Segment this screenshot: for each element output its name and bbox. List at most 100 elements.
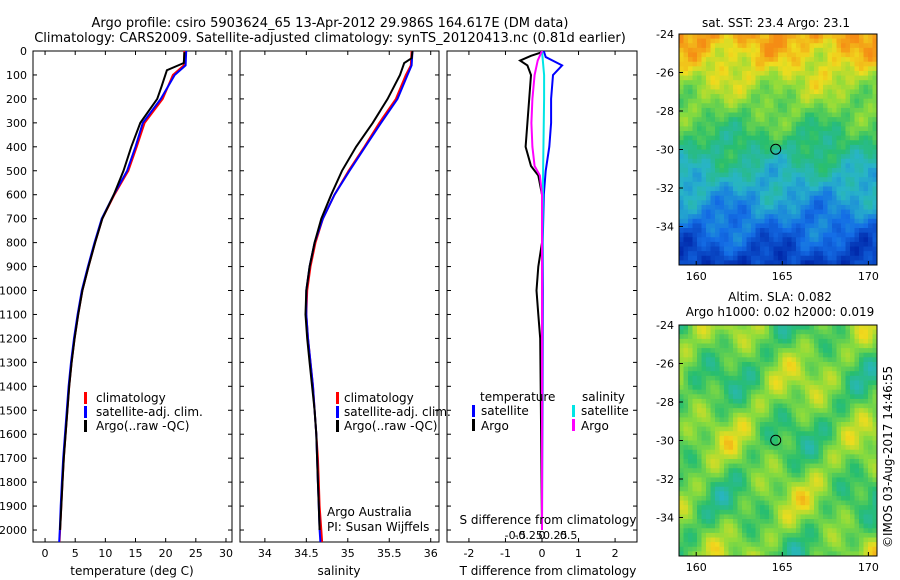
map-cell bbox=[796, 334, 801, 340]
map-cell bbox=[706, 43, 711, 49]
map-cell bbox=[836, 251, 842, 257]
map-cell bbox=[688, 366, 693, 372]
map-cell bbox=[701, 80, 707, 86]
map-cell bbox=[737, 241, 743, 248]
map-cell bbox=[701, 107, 707, 114]
map-cell bbox=[814, 177, 819, 183]
map-cell bbox=[692, 431, 698, 437]
map-cell bbox=[845, 38, 851, 44]
map-cell bbox=[719, 167, 725, 174]
map-cell bbox=[751, 121, 756, 127]
map-cell bbox=[724, 523, 729, 529]
map-cell bbox=[733, 241, 738, 248]
map-cell bbox=[827, 412, 833, 418]
map-cell bbox=[719, 389, 725, 395]
map-cell bbox=[868, 181, 873, 187]
map-cell bbox=[823, 486, 828, 492]
map-cell bbox=[854, 131, 860, 137]
depth-tick-label: 1200 bbox=[0, 332, 27, 345]
map-cell bbox=[818, 98, 824, 104]
map-cell bbox=[764, 523, 770, 529]
map-cell bbox=[706, 394, 711, 400]
map-cell bbox=[863, 343, 869, 349]
map-cell bbox=[679, 477, 684, 483]
map-cell bbox=[760, 107, 765, 114]
map-cell bbox=[760, 98, 765, 104]
map-cell bbox=[845, 371, 851, 377]
series-line-argo bbox=[518, 51, 543, 531]
map-cell bbox=[710, 394, 716, 400]
map-cell bbox=[845, 385, 851, 391]
map-cell bbox=[683, 255, 689, 261]
map-cell bbox=[827, 551, 833, 557]
map-cell bbox=[859, 241, 864, 248]
map-cell bbox=[724, 144, 729, 150]
map-cell bbox=[863, 482, 869, 488]
map-cell bbox=[832, 140, 837, 146]
map-cell bbox=[814, 246, 819, 252]
map-cell bbox=[760, 163, 765, 169]
map-cell bbox=[800, 214, 806, 220]
map-cell bbox=[688, 445, 693, 451]
map-cell bbox=[863, 417, 869, 423]
map-cell bbox=[773, 357, 779, 363]
map-cell bbox=[764, 218, 770, 224]
map-cell bbox=[859, 375, 864, 381]
map-cell bbox=[787, 329, 792, 335]
map-cell bbox=[715, 477, 720, 483]
map-cell bbox=[814, 209, 819, 215]
map-cell bbox=[769, 417, 774, 423]
map-cell bbox=[773, 70, 779, 77]
map-cell bbox=[683, 260, 689, 266]
map-cell bbox=[796, 144, 801, 150]
map-cell bbox=[800, 445, 806, 451]
map-cell bbox=[715, 412, 720, 418]
map-cell bbox=[796, 241, 801, 248]
map-cell bbox=[724, 191, 729, 197]
map-cell bbox=[778, 505, 783, 511]
map-cell bbox=[760, 435, 765, 441]
map-cell bbox=[836, 117, 842, 123]
map-cell bbox=[823, 380, 828, 386]
map-cell bbox=[854, 505, 860, 511]
map-cell bbox=[710, 486, 716, 492]
map-cell bbox=[805, 84, 810, 90]
map-cell bbox=[823, 431, 828, 437]
legend-title-salinity: salinity bbox=[582, 390, 625, 404]
map-cell bbox=[746, 251, 752, 257]
map-cell bbox=[746, 75, 752, 81]
lat-tick-label: -26 bbox=[656, 358, 674, 371]
map-cell bbox=[796, 163, 801, 169]
map-cell bbox=[814, 385, 819, 391]
map-cell bbox=[805, 214, 810, 220]
map-cell bbox=[679, 126, 684, 132]
map-cell bbox=[697, 343, 702, 349]
map-cell bbox=[872, 232, 878, 238]
map-cell bbox=[854, 440, 860, 446]
map-cell bbox=[737, 103, 743, 109]
map-cell bbox=[809, 126, 815, 132]
map-cell bbox=[769, 361, 774, 368]
map-cell bbox=[751, 408, 756, 414]
map-cell bbox=[845, 57, 851, 63]
map-cell bbox=[715, 454, 720, 460]
map-cell bbox=[769, 385, 774, 391]
map-cell bbox=[764, 431, 770, 437]
map-cell bbox=[679, 191, 684, 197]
map-cell bbox=[845, 260, 851, 266]
map-cell bbox=[773, 209, 779, 215]
map-cell bbox=[872, 412, 878, 418]
map-cell bbox=[760, 357, 765, 363]
map-cell bbox=[868, 357, 873, 363]
map-cell bbox=[859, 366, 864, 372]
map-cell bbox=[751, 334, 756, 340]
map-cell bbox=[719, 486, 725, 492]
map-cell bbox=[755, 528, 761, 534]
map-cell bbox=[782, 144, 788, 150]
map-cell bbox=[863, 98, 869, 104]
map-cell bbox=[841, 463, 846, 469]
map-cell bbox=[728, 491, 734, 497]
map-cell bbox=[688, 246, 693, 252]
map-cell bbox=[832, 94, 837, 100]
map-cell bbox=[854, 237, 860, 243]
